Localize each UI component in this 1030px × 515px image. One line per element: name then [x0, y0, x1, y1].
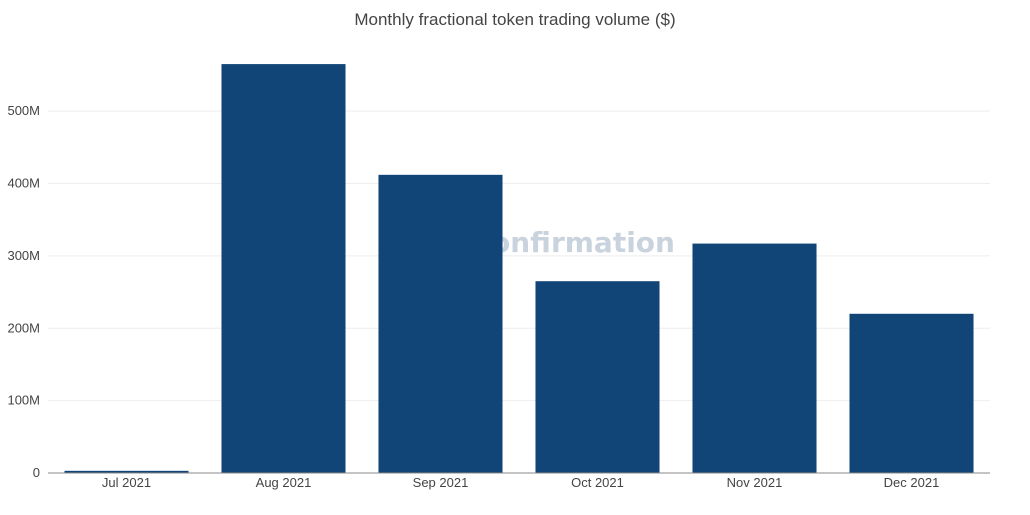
- chart-title: Monthly fractional token trading volume …: [354, 10, 676, 29]
- x-tick-label: Dec 2021: [884, 475, 940, 490]
- watermark-text: onfirmation: [491, 226, 675, 259]
- x-tick-labels: Jul 2021 Aug 2021 Sep 2021 Oct 2021 Nov 2021…: [102, 475, 939, 490]
- y-tick-label: 500M: [7, 103, 40, 118]
- y-tick-label: 0: [33, 465, 40, 480]
- gridlines: [48, 110, 990, 402]
- x-tick-label: Nov 2021: [727, 475, 783, 490]
- x-tick-label: Aug 2021: [256, 475, 312, 490]
- bar: [64, 470, 189, 473]
- x-tick-label: Jul 2021: [102, 475, 151, 490]
- y-tick-label: 200M: [7, 320, 40, 335]
- bar: [535, 281, 660, 473]
- bar: [692, 243, 817, 473]
- x-tick-label: Sep 2021: [413, 475, 469, 490]
- bar: [221, 64, 346, 473]
- x-tick-label: Oct 2021: [571, 475, 624, 490]
- y-tick-label: 100M: [7, 393, 40, 408]
- bar: [849, 313, 974, 473]
- bars: [64, 64, 974, 473]
- y-tick-label: 400M: [7, 176, 40, 191]
- bar: [378, 174, 503, 473]
- y-tick-label: 300M: [7, 248, 40, 263]
- y-tick-labels: 0 100M 200M 300M 400M 500M: [7, 103, 40, 480]
